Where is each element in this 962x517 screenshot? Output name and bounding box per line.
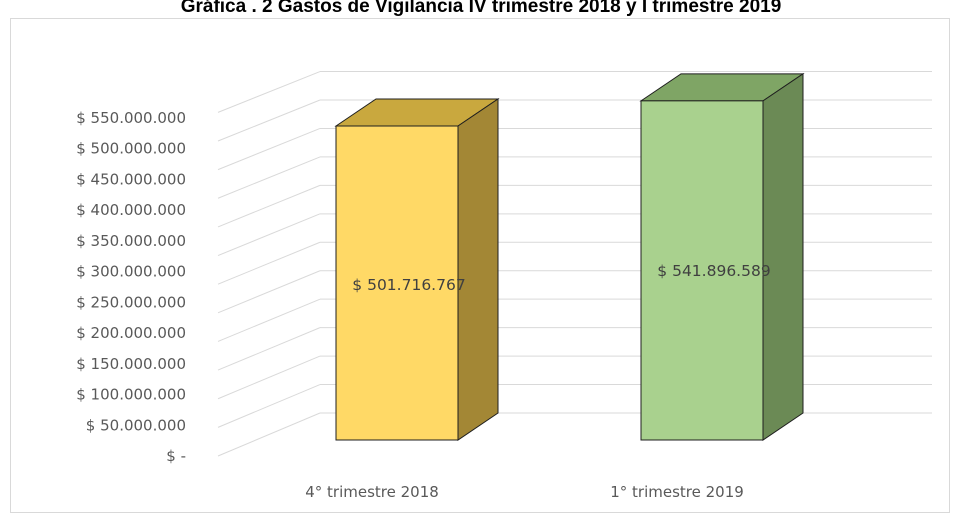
gridline-side [217,298,321,342]
gridline-side [217,270,321,314]
gridline-side [217,241,321,285]
y-tick-label: $ 500.000.000 [76,140,186,158]
gridline-side [217,156,321,199]
y-tick-label: $ 350.000.000 [76,232,186,250]
x-axis-categories: 4° trimestre 2018 1° trimestre 2019 [305,483,744,501]
y-tick-label: $ 550.000.000 [76,109,186,127]
category-label: 1° trimestre 2019 [610,483,744,501]
gridline-side [217,327,321,371]
gridline-side [217,184,321,228]
bars: $ 501.716.767 $ 541.896.589 [334,72,805,441]
y-tick-label: $ 450.000.000 [76,170,186,188]
y-tick-label: $ 300.000.000 [76,263,186,281]
y-tick-label: $ 200.000.000 [76,324,186,342]
bar-front-face [640,100,764,441]
y-tick-label: $ 400.000.000 [76,201,186,219]
y-axis-ticks: $ - $ 50.000.000 $ 100.000.000 $ 150.000.00… [76,109,186,465]
bar-side-face [762,72,804,441]
gridline-side [217,355,321,400]
y-tick-label: $ 100.000.000 [76,386,186,404]
gridline-side [217,71,321,113]
y-tick-label: $ 150.000.000 [76,355,186,373]
data-label: $ 541.896.589 [657,262,770,280]
data-label: $ 501.716.767 [352,276,465,294]
y-tick-label: $ 50.000.000 [86,416,186,434]
y-tick-label: $ 250.000.000 [76,293,186,311]
gridline-side [217,127,321,171]
bar-side-face [457,98,499,441]
bar-front-face [335,125,459,441]
bar: $ 501.716.767 [334,98,500,441]
chart-title: Gráfica . 2 Gastos de Vigilancia IV trim… [180,0,782,17]
gridline-side [217,213,321,257]
gridline-side [217,412,321,457]
y-tick-label: $ - [166,447,186,465]
gridlines [217,71,932,457]
gridline-side [217,99,321,142]
bar: $ 541.896.589 [639,72,805,441]
chart-frame [10,18,950,513]
category-label: 4° trimestre 2018 [305,483,439,501]
gridline-side [217,384,321,428]
